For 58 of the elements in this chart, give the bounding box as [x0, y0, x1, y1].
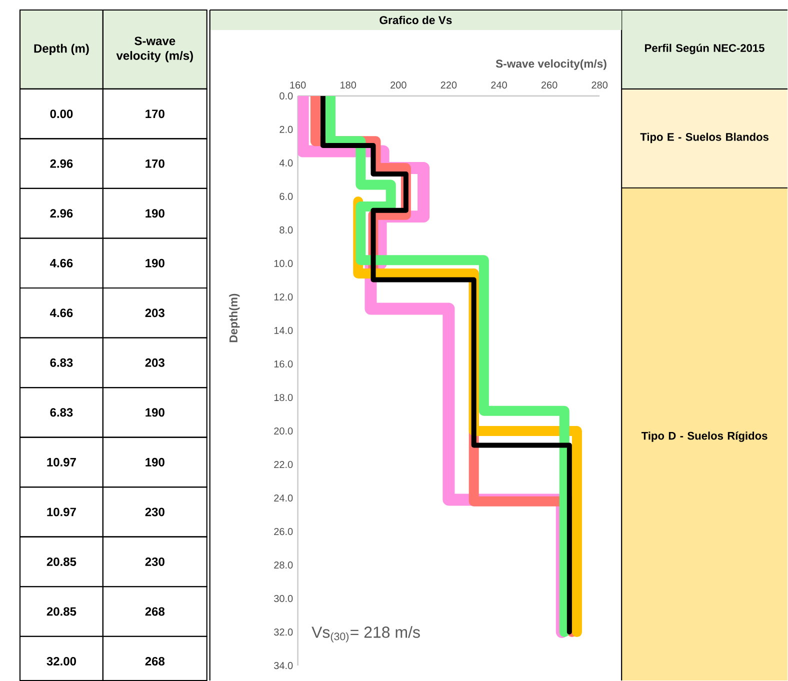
y-tick-label: 6.0 — [280, 192, 293, 200]
y-tick-label: 16.0 — [274, 360, 293, 368]
text: 6.83 — [50, 358, 73, 367]
y-tick-label: 10.0 — [274, 260, 293, 267]
y-tick-label: 26.0 — [274, 528, 293, 536]
text: Tipo E - Suelos Blandos — [640, 132, 769, 144]
y-tick-label: 20.0 — [274, 427, 293, 435]
text: 20.85 — [46, 607, 76, 616]
text: 203 — [145, 308, 164, 318]
y-tick-label: 12.0 — [274, 293, 293, 300]
y-tick-label: 18.0 — [274, 394, 293, 402]
y-axis-title: Depth(m) — [229, 294, 240, 342]
text: 190 — [146, 458, 164, 466]
text: 190 — [146, 209, 164, 218]
x-tick-label: 280 — [592, 81, 608, 89]
text: Perfil Según NEC-2015 — [645, 44, 764, 54]
text: 190 — [146, 408, 164, 417]
y-tick-label: 32.0 — [274, 628, 293, 636]
y-tick-label: 24.0 — [274, 494, 293, 502]
x-axis-title: S-wave velocity(m/s) — [496, 59, 606, 70]
x-tick-label: 260 — [541, 81, 558, 89]
x-tick-label: 160 — [290, 81, 306, 89]
text: 32.00 — [46, 656, 76, 666]
text: 170 — [146, 110, 164, 118]
text: 10.97 — [47, 508, 76, 516]
y-tick-label: 34.0 — [274, 662, 293, 670]
text: 4.66 — [50, 258, 73, 268]
text: 230 — [145, 508, 164, 516]
x-tick-label: 200 — [390, 81, 406, 89]
text: 190 — [146, 258, 164, 268]
y-tick-label: 14.0 — [274, 326, 293, 334]
text: 0.00 — [50, 110, 73, 118]
text: Depth (m) — [34, 44, 89, 56]
text: 268 — [145, 607, 165, 616]
text: S-wave velocity (m/s) — [116, 36, 193, 62]
chart-title: Grafico de Vs — [380, 16, 452, 24]
x-tick-label: 240 — [491, 81, 507, 89]
y-tick-label: 4.0 — [279, 159, 293, 166]
text: 2.96 — [50, 209, 73, 218]
text: 230 — [145, 557, 164, 566]
x-tick-label: 220 — [440, 81, 457, 89]
text: 4.66 — [50, 308, 73, 318]
y-tick-label: 30.0 — [274, 594, 293, 602]
y-tick-label: 22.0 — [274, 460, 293, 468]
text: Tipo D - Suelos Rígidos — [641, 431, 768, 442]
annotation: Vs$_{(30)}$= 218 m/s — [312, 626, 420, 642]
text: 6.83 — [50, 408, 73, 417]
y-tick-label: 2.0 — [280, 126, 293, 133]
y-tick-label: 0.0 — [280, 92, 293, 100]
text: 203 — [145, 358, 164, 367]
y-tick-label: 8.0 — [280, 226, 293, 234]
text: 268 — [145, 656, 165, 666]
y-tick-label: 28.0 — [274, 561, 293, 569]
text: 170 — [146, 159, 164, 168]
x-tick-label: 180 — [340, 81, 356, 89]
text: 2.96 — [50, 159, 73, 168]
text: 10.97 — [47, 458, 76, 466]
text: 20.85 — [46, 557, 76, 566]
